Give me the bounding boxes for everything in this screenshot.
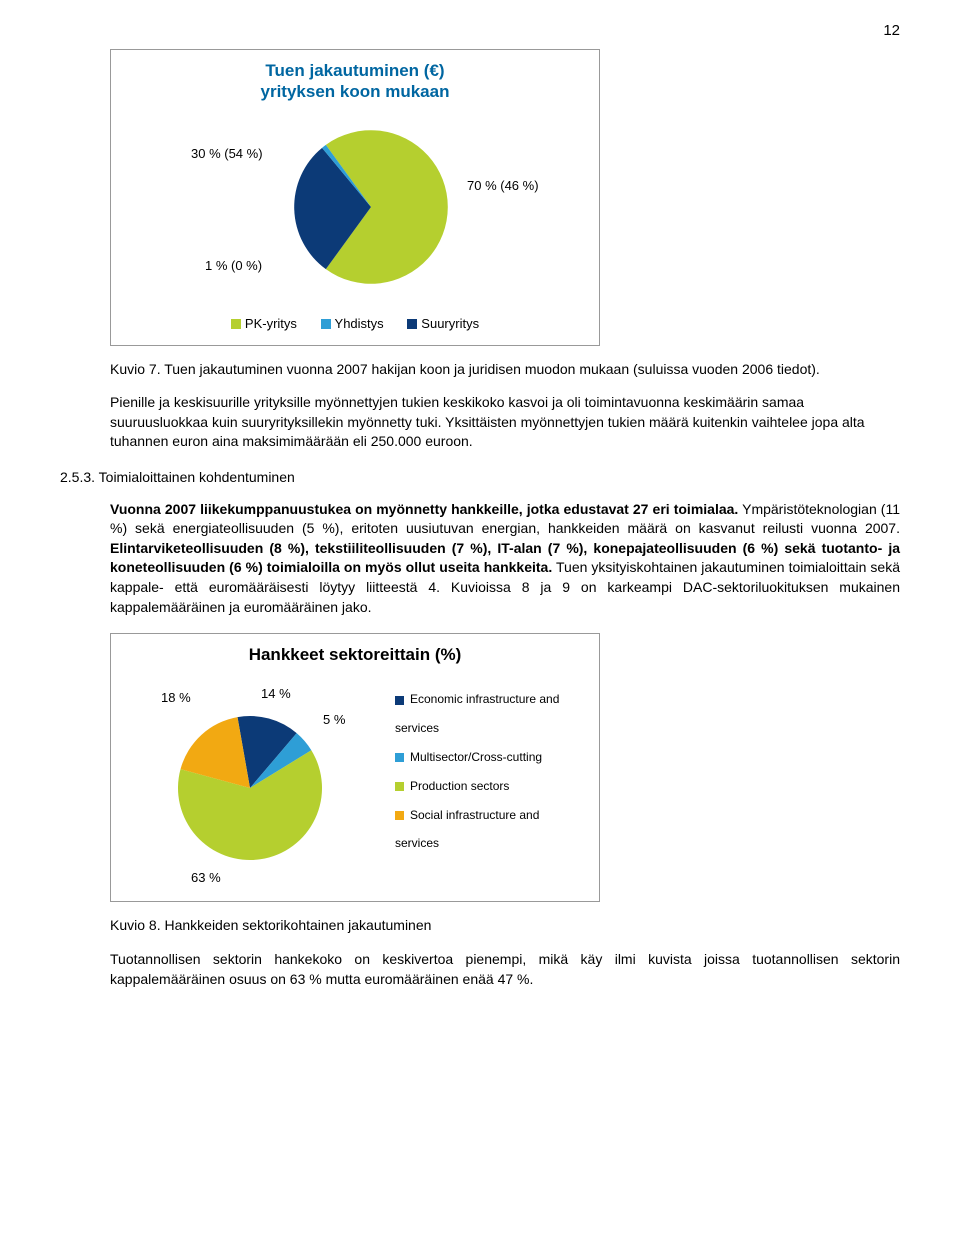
para2: Vuonna 2007 liikekumppanuustukea on myön… (110, 500, 900, 618)
legend-swatch (395, 696, 404, 705)
legend-label: Suuryritys (421, 316, 479, 331)
legend-label: PK-yritys (245, 316, 297, 331)
legend-swatch (395, 782, 404, 791)
chart1-title: Tuen jakautuminen (€) yrityksen koon muk… (125, 60, 585, 103)
chart1-legend: PK-yritys Yhdistys Suuryritys (125, 315, 585, 333)
chart1-title-l1: Tuen jakautuminen (€) (265, 61, 444, 80)
chart1-legend-1: Yhdistys (321, 315, 384, 333)
chart2-label-b: 63 % (191, 869, 221, 887)
chart1-label-left: 30 % (54 %) (191, 145, 263, 163)
chart1-legend-2: Suuryritys (407, 315, 479, 333)
chart1-label-bottom: 1 % (0 %) (205, 257, 262, 275)
chart2-legend-1: Multisector/Cross-cutting (395, 743, 585, 772)
legend-swatch (407, 319, 417, 329)
legend-label: Yhdistys (335, 316, 384, 331)
chart2-legend-3: Social infrastructure and services (395, 801, 585, 859)
para1: Pienille ja keskisuurille yrityksille my… (110, 393, 900, 452)
chart2-legend: Economic infrastructure and services Mul… (395, 679, 585, 889)
chart2-title: Hankkeet sektoreittain (%) (125, 644, 585, 665)
legend-label: Social infrastructure and services (395, 808, 539, 851)
chart2-body: 18 % 14 % 5 % 63 % (125, 679, 385, 889)
legend-label: Economic infrastructure and services (395, 692, 559, 735)
para3: Tuotannollisen sektorin hankekoko on kes… (110, 950, 900, 989)
legend-swatch (231, 319, 241, 329)
legend-label: Production sectors (410, 779, 509, 793)
para1-text: Pienille ja keskisuurille yrityksille my… (110, 393, 900, 452)
section-heading: 2.5.3. Toimialoittainen kohdentuminen (60, 468, 900, 488)
chart1-label-right: 70 % (46 %) (467, 177, 539, 195)
legend-label: Multisector/Cross-cutting (410, 750, 542, 764)
chart1-title-l2: yrityksen koon mukaan (261, 82, 450, 101)
para2-bold1: Vuonna 2007 liikekumppanuustukea on myön… (110, 501, 738, 517)
legend-swatch (395, 753, 404, 762)
chart1-body: 30 % (54 %) 1 % (0 %) 70 % (46 %) (125, 117, 585, 307)
chart1-legend-0: PK-yritys (231, 315, 297, 333)
page-number: 12 (60, 20, 900, 41)
chart1-container: Tuen jakautuminen (€) yrityksen koon muk… (110, 49, 600, 346)
chart2-caption: Kuvio 8. Hankkeiden sektorikohtainen jak… (110, 916, 900, 936)
legend-swatch (395, 811, 404, 820)
chart2-label-tl: 18 % (161, 689, 191, 707)
legend-swatch (321, 319, 331, 329)
chart1-caption: Kuvio 7. Tuen jakautuminen vuonna 2007 h… (110, 360, 900, 380)
chart2-label-tc: 14 % (261, 685, 291, 703)
chart2-container: Hankkeet sektoreittain (%) 18 % 14 % 5 %… (110, 633, 600, 902)
chart2-pie (165, 713, 335, 863)
chart2-legend-2: Production sectors (395, 772, 585, 801)
chart1-pie (281, 127, 461, 287)
chart2-legend-0: Economic infrastructure and services (395, 685, 585, 743)
